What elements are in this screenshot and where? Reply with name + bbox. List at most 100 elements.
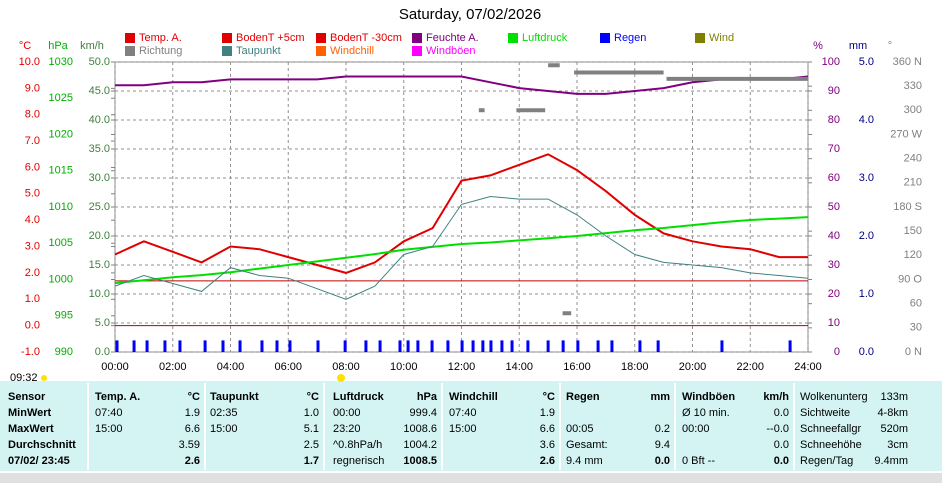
cell-note: 15:00 [95,423,123,435]
cell-value: 3.6 [540,439,555,451]
legend-swatch [412,46,422,56]
column-title: Luftdruck [333,391,385,403]
row-label: 07/02/ 23:45 [8,455,70,467]
rain-bar [416,340,420,352]
x-tick-label: 22:00 [736,361,764,373]
row-label: MaxWert [8,423,54,435]
y-tick-label: 1025 [49,92,73,104]
status-bar [0,473,942,483]
cell-value: 2.5 [304,439,319,451]
rain-bar [656,340,660,352]
cell-note: Ø 10 min. [682,407,730,419]
rain-bar [378,340,382,352]
y-tick-label: 10 [828,317,840,329]
cell-note: 07:40 [95,407,123,419]
y-tick-label: 30 [828,259,840,271]
column-title: Windchill [449,391,498,403]
cell-note: 07:40 [449,407,477,419]
x-tick-label: 16:00 [563,361,591,373]
rain-bar [489,340,493,352]
y-tick-label: 3.0 [859,172,874,184]
y-tick-label: 45.0 [89,85,110,97]
rain-bar [460,340,464,352]
cell-value: 5.1 [304,423,319,435]
cell-value: 1008.5 [403,455,437,467]
cell-value: 3.59 [179,439,200,451]
y-tick-label: 7.0 [25,135,40,147]
cell-note: 23:20 [333,423,361,435]
y-tick-label: 120 [904,249,922,261]
rain-bar [610,340,614,352]
legend-label: Feuchte A. [426,32,479,44]
y-tick-label: 70 [828,143,840,155]
column-title: Regen [566,391,600,403]
rain-bar [430,340,434,352]
rain-bar [178,340,182,352]
y-tick-label: 40 [828,230,840,242]
y-tick-label: 30 [910,322,922,334]
axis-title: % [813,40,823,52]
rain-bar [132,340,136,352]
y-tick-label: 1015 [49,165,73,177]
y-tick-label: 90 [828,85,840,97]
y-tick-label: 0 N [905,346,922,358]
rain-bar [316,340,320,352]
y-tick-label: 0.0 [25,320,40,332]
y-tick-label: 1010 [49,201,73,213]
y-tick-label: 10.0 [89,288,110,300]
rain-bar [275,340,279,352]
cell-note: regnerisch [333,455,384,467]
side-value: 3cm [887,439,908,451]
rain-bar [145,340,149,352]
rain-bar [115,340,119,352]
legend-label: Windböen [426,45,476,57]
rain-bar [406,340,410,352]
series-line [115,75,809,95]
y-tick-label: 15.0 [89,259,110,271]
y-tick-label: 80 [828,114,840,126]
rain-bar [260,340,264,352]
x-tick-label: 12:00 [448,361,476,373]
cell-value: 1.9 [540,407,555,419]
column-title: Taupunkt [210,391,259,403]
table-header: Sensor [8,391,46,403]
cell-note: ^0.8hPa/h [333,439,382,451]
axis-title: km/h [80,40,104,52]
y-tick-label: 5.0 [859,56,874,68]
cell-note: 00:05 [566,423,594,435]
side-label: Regen/Tag [800,455,853,467]
cell-note: 00:00 [333,407,361,419]
rain-bar [720,340,724,352]
legend-swatch [695,33,705,43]
axis-title: ° [888,40,892,52]
column-unit: °C [543,391,555,403]
cell-value: 0.0 [655,455,670,467]
legend-swatch [316,33,326,43]
column-unit: mm [650,391,670,403]
rain-bar [343,340,347,352]
x-tick-label: 24:00 [794,361,822,373]
y-tick-label: 30.0 [89,172,110,184]
cell-value: 999.4 [409,407,437,419]
rain-bar [163,340,167,352]
cell-value: 1.0 [304,407,319,419]
row-label: MinWert [8,407,52,419]
y-tick-label: 1.0 [25,293,40,305]
y-tick-label: 3.0 [25,240,40,252]
cell-value: 1008.6 [403,423,437,435]
cell-note: 02:35 [210,407,238,419]
y-tick-label: 50.0 [89,56,110,68]
cell-value: 1.9 [185,407,200,419]
legend-label: Regen [614,32,646,44]
cell-value: 9.4 [655,439,670,451]
legend-label: Temp. A. [139,32,182,44]
current-time: 09:32 [10,372,38,384]
row-label: Durchschnitt [8,439,76,451]
y-tick-label: 50 [828,201,840,213]
y-tick-label: 5.0 [95,317,110,329]
legend-label: Luftdruck [522,32,568,44]
rain-bar [561,340,565,352]
y-tick-label: 10.0 [19,56,40,68]
cell-value: 0.0 [774,455,789,467]
